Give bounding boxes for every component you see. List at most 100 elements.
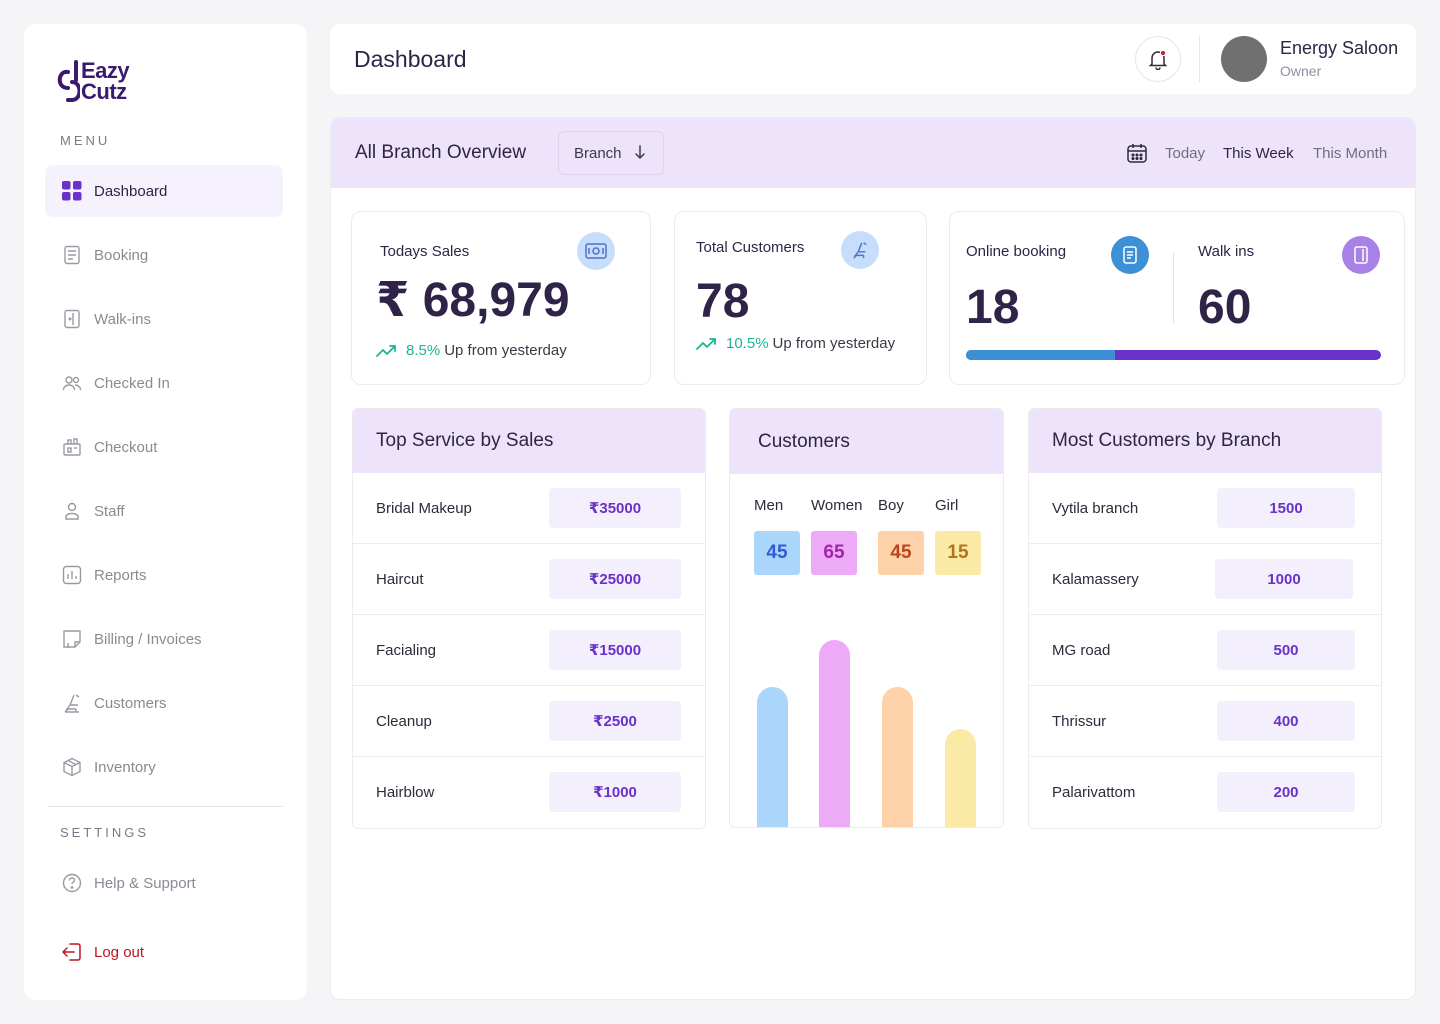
booking-split-bar — [966, 350, 1381, 360]
logout-label: Log out — [94, 943, 145, 961]
settings-section-label: SETTINGS — [60, 825, 150, 840]
table-row[interactable]: Vytila branch 1500 — [1029, 473, 1381, 544]
customers-caption: Total Customers — [696, 239, 805, 256]
page-title: Dashboard — [354, 46, 467, 72]
sidebar-item-label: Reports — [94, 566, 147, 584]
sidebar-item-label: Dashboard — [94, 182, 168, 200]
cash-icon — [577, 232, 615, 270]
table-row[interactable]: Thrissur 400 — [1029, 686, 1381, 757]
branch-name: MG road — [1052, 641, 1111, 659]
table-row[interactable]: MG road 500 — [1029, 615, 1381, 686]
service-name: Hairblow — [376, 784, 435, 801]
branch-name: Vytila branch — [1052, 499, 1139, 517]
branches-table: Most Customers by Branch Vytila branch 15… — [1028, 408, 1382, 829]
customers-chart-title: Customers — [730, 409, 1003, 474]
chart-bar — [882, 687, 913, 827]
online-bar-fill — [966, 350, 1116, 360]
sidebar-item-label: Staff — [94, 502, 125, 520]
chart-icon — [61, 564, 83, 586]
users-icon — [61, 372, 83, 394]
todays-sales-card: Todays Sales ₹ 68,979 8.5% Up from yeste… — [351, 211, 651, 385]
sidebar-item-customers[interactable]: Customers — [45, 677, 283, 729]
booking-doc-icon — [1111, 236, 1149, 274]
sales-trend: 8.5% Up from yesterday — [376, 342, 567, 359]
chart-value-label: 45 — [754, 531, 800, 575]
sidebar-item-dashboard[interactable]: Dashboard — [45, 165, 283, 217]
sales-trend-pct: 8.5% — [406, 342, 441, 359]
trend-up-icon — [696, 337, 716, 350]
door-icon — [1342, 236, 1380, 274]
overview-title: All Branch Overview — [355, 142, 527, 163]
chart-value-label: 65 — [811, 531, 857, 575]
branch-dropdown-label: Branch — [574, 144, 622, 162]
sidebar-item-walkins[interactable]: Walk-ins — [45, 293, 283, 345]
logo-mark-icon — [57, 60, 80, 102]
checkout-icon — [61, 436, 83, 458]
period-today[interactable]: Today — [1165, 145, 1206, 162]
service-name: Bridal Makeup — [376, 499, 472, 517]
table-row[interactable]: Facialing ₹15000 — [353, 615, 705, 686]
brand-line-1: Eazy — [81, 58, 130, 83]
service-name: Cleanup — [376, 712, 432, 730]
brand-logo[interactable]: Eazy Cutz — [54, 56, 130, 106]
sales-value: ₹ 68,979 — [376, 274, 570, 327]
notifications-button[interactable] — [1135, 36, 1181, 82]
invoice-icon — [61, 628, 83, 650]
sidebar-item-checkout[interactable]: Checkout — [45, 421, 283, 473]
chart-value-label: 15 — [935, 531, 981, 575]
sidebar-item-booking[interactable]: Booking — [45, 229, 283, 281]
avatar[interactable] — [1221, 36, 1267, 82]
sidebar-item-label: Inventory — [94, 758, 156, 776]
header-divider — [1199, 36, 1200, 82]
box-icon — [61, 756, 83, 778]
customers-trend-text: Up from yesterday — [772, 335, 896, 352]
chart-bar — [819, 640, 850, 827]
service-value: ₹2500 — [549, 701, 681, 741]
sidebar: Eazy Cutz MENU Dashboard Booking Walk-in… — [24, 24, 307, 1000]
branch-name: Kalamassery — [1052, 570, 1139, 588]
split-divider — [1173, 252, 1174, 324]
calendar-icon[interactable] — [1126, 142, 1148, 164]
sidebar-item-inventory[interactable]: Inventory — [45, 741, 283, 793]
user-name: Energy Saloon — [1280, 38, 1399, 58]
branch-value: 400 — [1217, 701, 1355, 741]
branch-name: Palarivattom — [1052, 784, 1136, 801]
sidebar-item-label: Checkout — [94, 438, 158, 456]
branch-name: Thrissur — [1052, 712, 1107, 730]
table-row[interactable]: Kalamassery 1000 — [1029, 544, 1381, 615]
sales-trend-text: Up from yesterday — [444, 342, 567, 359]
service-value: ₹15000 — [549, 630, 681, 670]
table-row[interactable]: Hairblow ₹1000 — [353, 757, 705, 828]
branch-value: 1500 — [1217, 488, 1355, 528]
salon-chair-icon — [61, 692, 83, 714]
table-row[interactable]: Bridal Makeup ₹35000 — [353, 473, 705, 544]
user-icon — [61, 500, 83, 522]
table-row[interactable]: Palarivattom 200 — [1029, 757, 1381, 828]
bell-icon — [1148, 49, 1168, 70]
sidebar-item-checked-in[interactable]: Checked In — [45, 357, 283, 409]
branch-value: 500 — [1217, 630, 1355, 670]
table-row[interactable]: Haircut ₹25000 — [353, 544, 705, 615]
total-customers-card: Total Customers 78 10.5% Up from yesterd… — [674, 211, 927, 385]
document-icon — [61, 244, 83, 266]
sidebar-item-billing[interactable]: Billing / Invoices — [45, 613, 283, 665]
sidebar-item-reports[interactable]: Reports — [45, 549, 283, 601]
period-this-week[interactable]: This Week — [1223, 145, 1294, 162]
chart-bar — [945, 729, 976, 827]
sidebar-item-help[interactable]: Help & Support — [45, 857, 283, 909]
customers-value: 78 — [696, 275, 750, 328]
branch-dropdown[interactable]: Branch — [558, 131, 664, 175]
online-value: 18 — [966, 281, 1020, 334]
customers-trend-pct: 10.5% — [726, 335, 769, 352]
sales-caption: Todays Sales — [380, 243, 470, 260]
logout-button[interactable]: Log out — [45, 926, 283, 978]
walkins-caption: Walk ins — [1198, 243, 1255, 260]
overview-bar: All Branch Overview Branch Today This We… — [331, 118, 1415, 188]
table-row[interactable]: Cleanup ₹2500 — [353, 686, 705, 757]
period-this-month[interactable]: This Month — [1313, 145, 1388, 162]
sidebar-item-staff[interactable]: Staff — [45, 485, 283, 537]
sidebar-item-label: Walk-ins — [94, 310, 151, 328]
brand-name: Eazy Cutz — [81, 58, 130, 103]
booking-split-card: Online booking 18 Walk ins 60 — [949, 211, 1405, 385]
chart-category-label: Men — [754, 497, 784, 514]
